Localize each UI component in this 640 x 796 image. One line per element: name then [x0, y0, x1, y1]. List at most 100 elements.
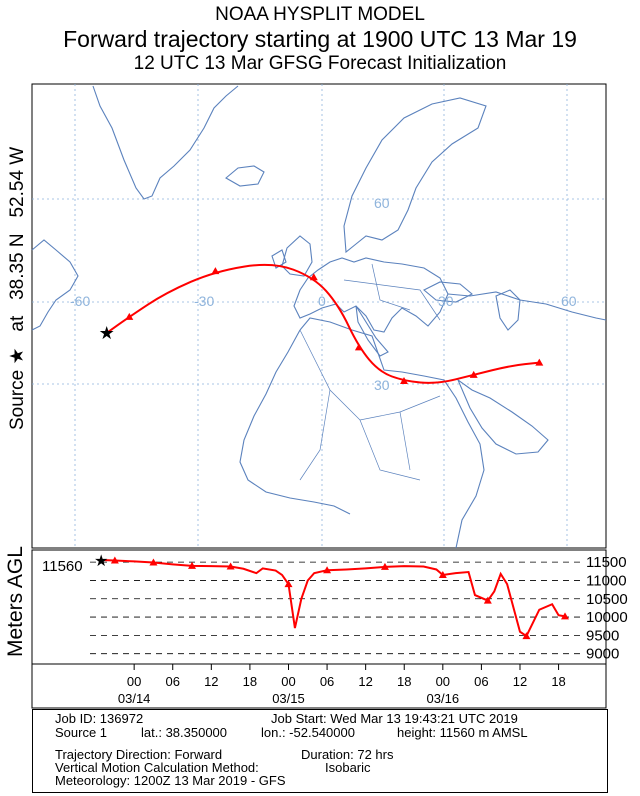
height-marker	[522, 632, 531, 640]
height-series: ★	[94, 551, 569, 640]
x-tick-label: 18	[243, 674, 257, 689]
title-line-1: NOAA HYSPLIT MODEL	[215, 4, 425, 25]
north-america-coast	[31, 239, 79, 331]
height-line	[101, 558, 566, 638]
scandinavia-coast	[343, 97, 487, 254]
italy-coast	[355, 305, 389, 357]
height-marker	[226, 562, 235, 570]
trajectory-marker	[211, 267, 220, 275]
grid-label-lat-60: 60	[374, 195, 390, 211]
border-line	[399, 411, 411, 471]
title-line-2: Forward trajectory starting at 1900 UTC …	[63, 26, 577, 52]
trajectory-marker	[469, 370, 478, 378]
info-box: Job ID: 136972 Job Start: Wed Mar 13 19:…	[32, 709, 608, 793]
coastlines	[31, 85, 607, 549]
caspian-coast	[495, 289, 521, 331]
trajectory-series: ★	[99, 263, 544, 384]
map-frame	[31, 83, 607, 549]
graticule-labels: -60 -30 0 30 60 30 60	[70, 195, 577, 393]
source-star-marker: ★	[99, 323, 115, 344]
y-tick-label: 11500	[586, 554, 627, 571]
title-block: NOAA HYSPLIT MODEL Forward trajectory st…	[0, 0, 640, 76]
grid-label-lon-30: 30	[438, 293, 454, 309]
ireland-coast	[271, 249, 287, 269]
x-tick-label: 12	[204, 674, 218, 689]
x-tick-label: 00	[436, 674, 450, 689]
info-isobaric: Isobaric	[325, 760, 371, 775]
map-panel: -60 -30 0 30 60 30 60 ★	[31, 83, 607, 549]
trajectory-marker	[535, 358, 544, 366]
trajectory-marker	[400, 376, 408, 384]
info-meteorology: Meteorology: 1200Z 13 Mar 2019 - GFS	[55, 773, 286, 788]
height-start-star: ★	[94, 551, 108, 570]
grid-label-lon-60: 60	[561, 293, 577, 309]
x-tick-label: 00	[127, 674, 141, 689]
info-job-id: Job ID: 136972	[55, 711, 144, 726]
arabia-coast	[456, 378, 549, 455]
x-tick-label: 06	[474, 674, 488, 689]
height-marker	[438, 570, 447, 578]
x-tick-label: 18	[551, 674, 565, 689]
height-marker	[149, 558, 158, 566]
europe-coast	[293, 257, 449, 333]
trajectory-marker	[125, 312, 134, 320]
time-axis-frame	[31, 663, 607, 709]
border-line	[299, 389, 331, 481]
africa-coast	[299, 317, 485, 549]
height-marker	[380, 562, 389, 570]
height-marker	[483, 596, 492, 604]
info-lat: lat.: 38.350000	[141, 725, 228, 740]
start-height-label: 11560	[42, 558, 83, 575]
grid-label-lat-30: 30	[374, 377, 390, 393]
date-label: 03/14	[118, 691, 151, 706]
trajectory-marker	[309, 273, 318, 281]
x-tick-label: 00	[281, 674, 295, 689]
info-height: height: 11560 m AMSL	[397, 725, 528, 740]
info-lon: lon.: -52.540000	[261, 725, 355, 740]
trajectory-marker	[354, 343, 363, 351]
grid-label-lon-m60: -60	[70, 293, 90, 309]
map-graticule	[32, 84, 606, 548]
height-marker	[188, 561, 197, 569]
greenland-coast	[92, 85, 239, 200]
info-duration: Duration: 72 hrs	[301, 747, 394, 762]
x-tick-label: 06	[320, 674, 334, 689]
x-tick-label: 18	[397, 674, 411, 689]
x-tick-label: 12	[358, 674, 372, 689]
info-source: Source 1	[55, 725, 108, 740]
x-tick-label: 12	[513, 674, 527, 689]
height-frame	[31, 549, 607, 665]
black-sea-coast	[423, 281, 473, 303]
info-vertical-method: Vertical Motion Calculation Method:	[55, 760, 259, 775]
borders	[299, 263, 441, 481]
iceland-coast	[225, 165, 265, 187]
height-marker	[110, 556, 119, 564]
border-line	[371, 263, 411, 311]
y-tick-label: 9500	[586, 627, 619, 644]
date-label: 03/16	[427, 691, 460, 706]
y-tick-label: 10500	[586, 591, 628, 608]
info-job-start: Job Start: Wed Mar 13 19:43:21 UTC 2019	[271, 711, 518, 726]
y-tick-label: 10000	[586, 609, 628, 626]
border-line	[359, 419, 421, 481]
y-tick-label: 11000	[586, 572, 627, 589]
asia-coast	[447, 291, 607, 321]
x-tick-label: 06	[166, 674, 180, 689]
grid-label-lon-0: 0	[318, 293, 326, 309]
height-marker	[561, 612, 569, 620]
date-label: 03/15	[272, 691, 305, 706]
time-axis-panel: 00 06 12 18 00 06 12 18 00 06 12 18 03/14 03/15 03/16	[31, 663, 607, 709]
height-marker	[323, 566, 332, 574]
height-marker	[284, 580, 293, 588]
title-line-3: 12 UTC 13 Mar GFSG Forecast Initializati…	[133, 53, 507, 74]
border-line	[343, 279, 441, 321]
time-axis-ticks: 00 06 12 18 00 06 12 18 00 06 12 18 03/14 03/15 03/16	[118, 664, 566, 706]
trajectory-line	[106, 263, 540, 384]
info-direction: Trajectory Direction: Forward	[55, 747, 223, 762]
grid-label-lon-m30: -30	[194, 293, 214, 309]
y-tick-label: 9000	[586, 646, 619, 663]
west-africa-coast	[239, 329, 351, 515]
